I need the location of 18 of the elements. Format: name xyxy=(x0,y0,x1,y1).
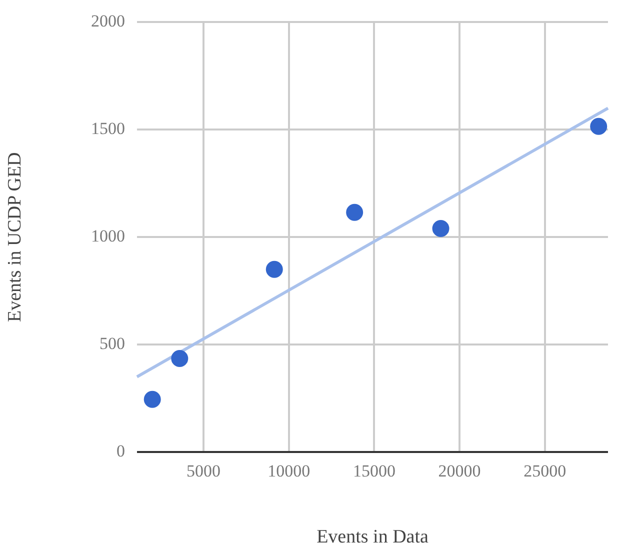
y-tick-label: 500 xyxy=(100,334,125,354)
point xyxy=(346,204,364,221)
x-tick-label: 5000 xyxy=(186,462,221,481)
x-tick-label: 10000 xyxy=(268,462,310,481)
y-axis-title: Events in UCDP GED xyxy=(4,152,26,322)
x-tick-label: 20000 xyxy=(438,462,481,481)
x-tick-label: 15000 xyxy=(352,462,396,481)
y-tick-label: 0 xyxy=(116,441,125,460)
point xyxy=(432,220,450,238)
y-tick-label: 1500 xyxy=(91,119,125,138)
point xyxy=(171,350,188,368)
point xyxy=(266,260,283,278)
y-tick-label: 1000 xyxy=(91,226,125,246)
x-tick-label: 25000 xyxy=(524,462,566,481)
point xyxy=(144,390,161,408)
x-axis-title: Events in Data xyxy=(316,526,429,548)
y-tick-label: 2000 xyxy=(91,12,125,31)
point xyxy=(590,118,608,135)
